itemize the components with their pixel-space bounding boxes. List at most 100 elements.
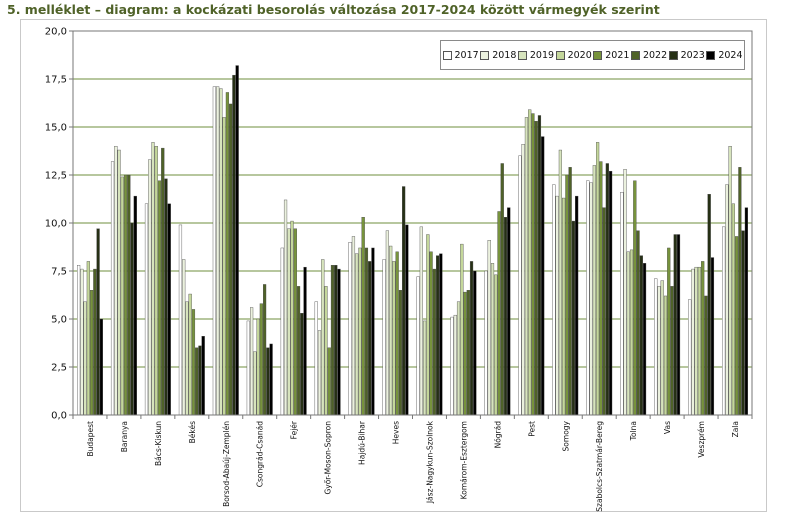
- bar: [620, 192, 624, 416]
- bar: [201, 336, 205, 416]
- gridlines: [73, 30, 752, 368]
- y-tick-label: 12,5: [45, 171, 67, 182]
- x-tick-label: Nógrád: [493, 421, 502, 449]
- bar: [123, 174, 128, 416]
- bar: [269, 343, 273, 416]
- legend-swatch: [517, 50, 527, 60]
- bar: [348, 241, 352, 416]
- bar: [351, 236, 356, 416]
- bar: [623, 169, 627, 416]
- bar: [96, 228, 100, 416]
- bar: [382, 259, 386, 416]
- bar: [191, 309, 196, 416]
- legend-swatch: [593, 50, 603, 60]
- bar: [524, 117, 529, 416]
- bar: [701, 261, 705, 416]
- legend-label: 2021: [605, 49, 630, 61]
- bar: [633, 180, 637, 416]
- bar: [518, 155, 522, 416]
- bar: [589, 182, 593, 416]
- legend-swatch: [630, 50, 640, 60]
- bar: [722, 226, 726, 416]
- legend-item: 2019: [517, 49, 555, 61]
- bar: [317, 330, 322, 416]
- x-tick-label: Somogy: [561, 420, 570, 451]
- legend-item: 2024: [706, 49, 743, 61]
- bar: [654, 278, 658, 416]
- bar: [130, 222, 134, 416]
- x-tick-label: Fejér: [290, 420, 299, 439]
- bar: [283, 199, 288, 416]
- legend-label: 2022: [642, 49, 668, 61]
- bar: [256, 318, 260, 416]
- bar: [93, 268, 97, 416]
- bar: [337, 268, 341, 416]
- bar: [178, 224, 183, 416]
- bar: [368, 261, 372, 416]
- bar: [198, 345, 202, 416]
- x-tick-label: Jász-Nagykun-Szolnok: [425, 420, 434, 504]
- legend-item: 2023: [668, 50, 705, 61]
- bar: [253, 351, 257, 416]
- y-tick-label: 20,0: [45, 27, 67, 38]
- bar: [426, 234, 430, 416]
- legend-item: 2017: [442, 49, 479, 61]
- legend-item: 2022: [630, 49, 668, 61]
- bar: [429, 251, 433, 416]
- bar: [164, 178, 168, 416]
- bar: [303, 266, 307, 416]
- bar: [565, 174, 569, 416]
- x-tick-label: Komárom-Esztergom: [459, 421, 468, 499]
- bar: [327, 347, 331, 416]
- bar: [157, 180, 162, 416]
- bar: [416, 276, 420, 416]
- bar: [405, 224, 409, 416]
- bar: [469, 261, 474, 416]
- bar: [330, 265, 335, 416]
- bar: [521, 144, 525, 416]
- bar: [596, 142, 600, 416]
- bar: [460, 243, 464, 416]
- bar: [571, 220, 575, 416]
- legend-item: 2020: [555, 50, 592, 61]
- bar: [154, 145, 158, 416]
- bar: [602, 207, 606, 416]
- bar: [555, 195, 559, 416]
- bar: [290, 220, 294, 416]
- bar: [280, 247, 284, 416]
- bar: [497, 211, 501, 416]
- bar: [246, 320, 250, 416]
- bar: [663, 295, 668, 416]
- bar: [371, 247, 375, 416]
- bar: [731, 203, 735, 416]
- axes: 0,0 2,5 5,0 7,5 10,0 12,5 15,0 17,5 20,0 Budapest…: [45, 27, 753, 512]
- bar: [144, 203, 149, 416]
- bar: [436, 255, 440, 416]
- legend-swatch: [442, 50, 452, 60]
- bar: [507, 207, 511, 416]
- bar: [503, 217, 508, 416]
- x-tick-label: Zala: [731, 421, 740, 437]
- bar: [439, 253, 443, 416]
- bar: [728, 145, 732, 416]
- legend-swatch: [668, 50, 678, 60]
- legend-label: 2024: [718, 49, 743, 61]
- x-tick-label: Szabolcs-Szatmár-Bereg: [595, 421, 604, 512]
- bar: [660, 280, 664, 416]
- legend-label: 2017: [454, 49, 479, 61]
- bar: [99, 318, 103, 416]
- bar: [605, 163, 609, 416]
- bar: [592, 165, 596, 416]
- legend-label: 2019: [529, 49, 555, 61]
- bar: [484, 270, 488, 416]
- bar: [670, 286, 674, 416]
- x-tick-label: Tolna: [629, 421, 638, 441]
- bar: [586, 180, 590, 416]
- bars: [76, 65, 748, 416]
- bar: [725, 184, 729, 416]
- bar: [531, 113, 535, 416]
- bar: [473, 270, 477, 416]
- bar: [83, 301, 87, 416]
- bar: [691, 268, 695, 416]
- bar: [558, 149, 562, 416]
